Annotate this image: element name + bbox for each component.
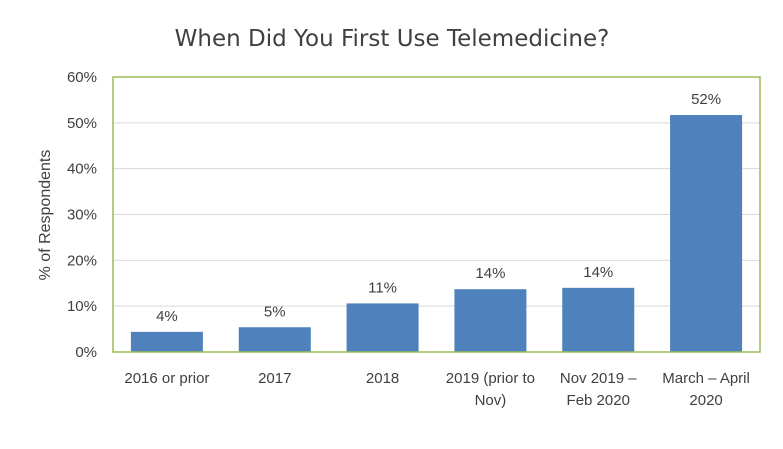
data-label: 5%: [264, 303, 286, 320]
bar: [238, 327, 311, 352]
y-tick-label: 10%: [67, 298, 97, 315]
bar: [130, 331, 203, 352]
y-axis-ticks: 0% 10% 20% 30% 40% 50% 60%: [67, 69, 97, 361]
y-tick-label: 30%: [67, 207, 97, 224]
y-tick-label: 50%: [67, 115, 97, 132]
x-tick-label: 2019 (prior to Nov): [446, 370, 535, 409]
data-label: 14%: [583, 264, 613, 281]
bar: [346, 303, 419, 352]
x-tick-label: 2017: [258, 370, 291, 387]
data-label: 11%: [368, 279, 397, 296]
y-tick-label: 60%: [67, 69, 97, 86]
y-tick-label: 40%: [67, 161, 97, 178]
y-tick-label: 20%: [67, 252, 97, 269]
y-tick-label: 0%: [75, 344, 97, 361]
bar: [670, 115, 743, 353]
x-tick-label: 2018: [366, 370, 399, 387]
x-tick-label: Nov 2019 – Feb 2020: [560, 370, 637, 409]
chart-title: When Did You First Use Telemedicine?: [175, 26, 610, 52]
plot-area-border: [112, 76, 761, 353]
gridlines: [113, 122, 760, 307]
x-tick-label: March – April 2020: [662, 370, 750, 409]
data-label: 4%: [156, 308, 178, 325]
data-labels: 4% 5% 11% 14% 14% 52%: [156, 91, 721, 325]
data-label: 14%: [475, 265, 505, 282]
bars: [130, 115, 743, 353]
x-tick-label: 2016 or prior: [124, 370, 209, 387]
data-label: 52%: [691, 91, 721, 108]
bar: [562, 287, 635, 352]
x-axis-ticks: 2016 or prior 2017 2018 2019 (prior to Nov) N…: [124, 370, 749, 409]
y-axis-title: % of Respondents: [37, 150, 54, 281]
bar: [454, 289, 527, 352]
